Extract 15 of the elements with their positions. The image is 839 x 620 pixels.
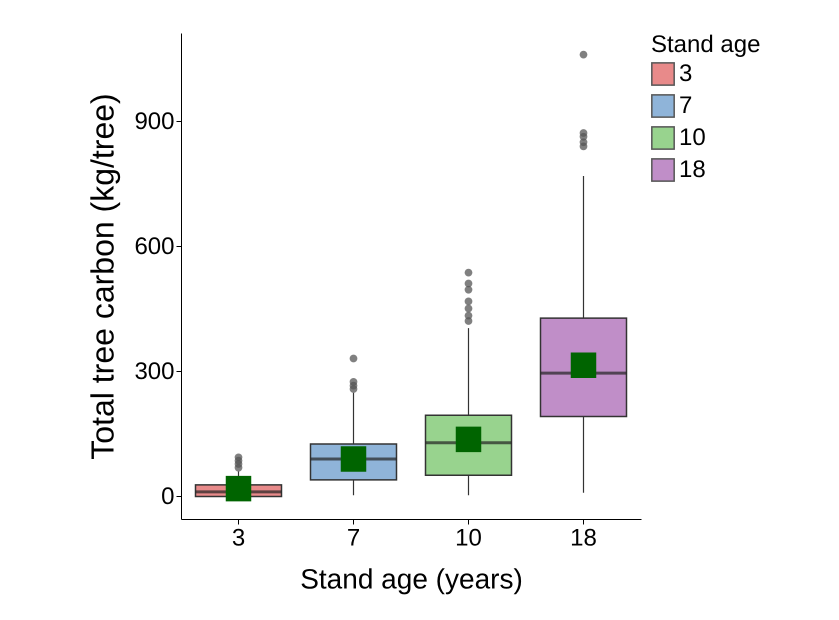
x-axis-title: Stand age (years) [300,564,523,594]
y-tick-label: 0 [161,482,174,510]
x-tick-label: 7 [346,524,360,552]
legend-label: 7 [679,92,692,119]
x-tick-label: 3 [232,524,246,552]
y-tick-label: 900 [134,108,174,135]
y-tick-label: 600 [134,232,174,260]
legend-title: Stand age [651,31,760,58]
legend-label: 3 [679,60,692,87]
x-tick-label: 18 [570,524,597,552]
legend-label: 10 [679,124,706,151]
x-tick-label: 10 [455,524,482,552]
y-tick-label: 300 [134,358,174,385]
legend-label: 18 [679,156,706,183]
y-axis-title: Total tree carbon (kg/tree) [84,93,120,460]
